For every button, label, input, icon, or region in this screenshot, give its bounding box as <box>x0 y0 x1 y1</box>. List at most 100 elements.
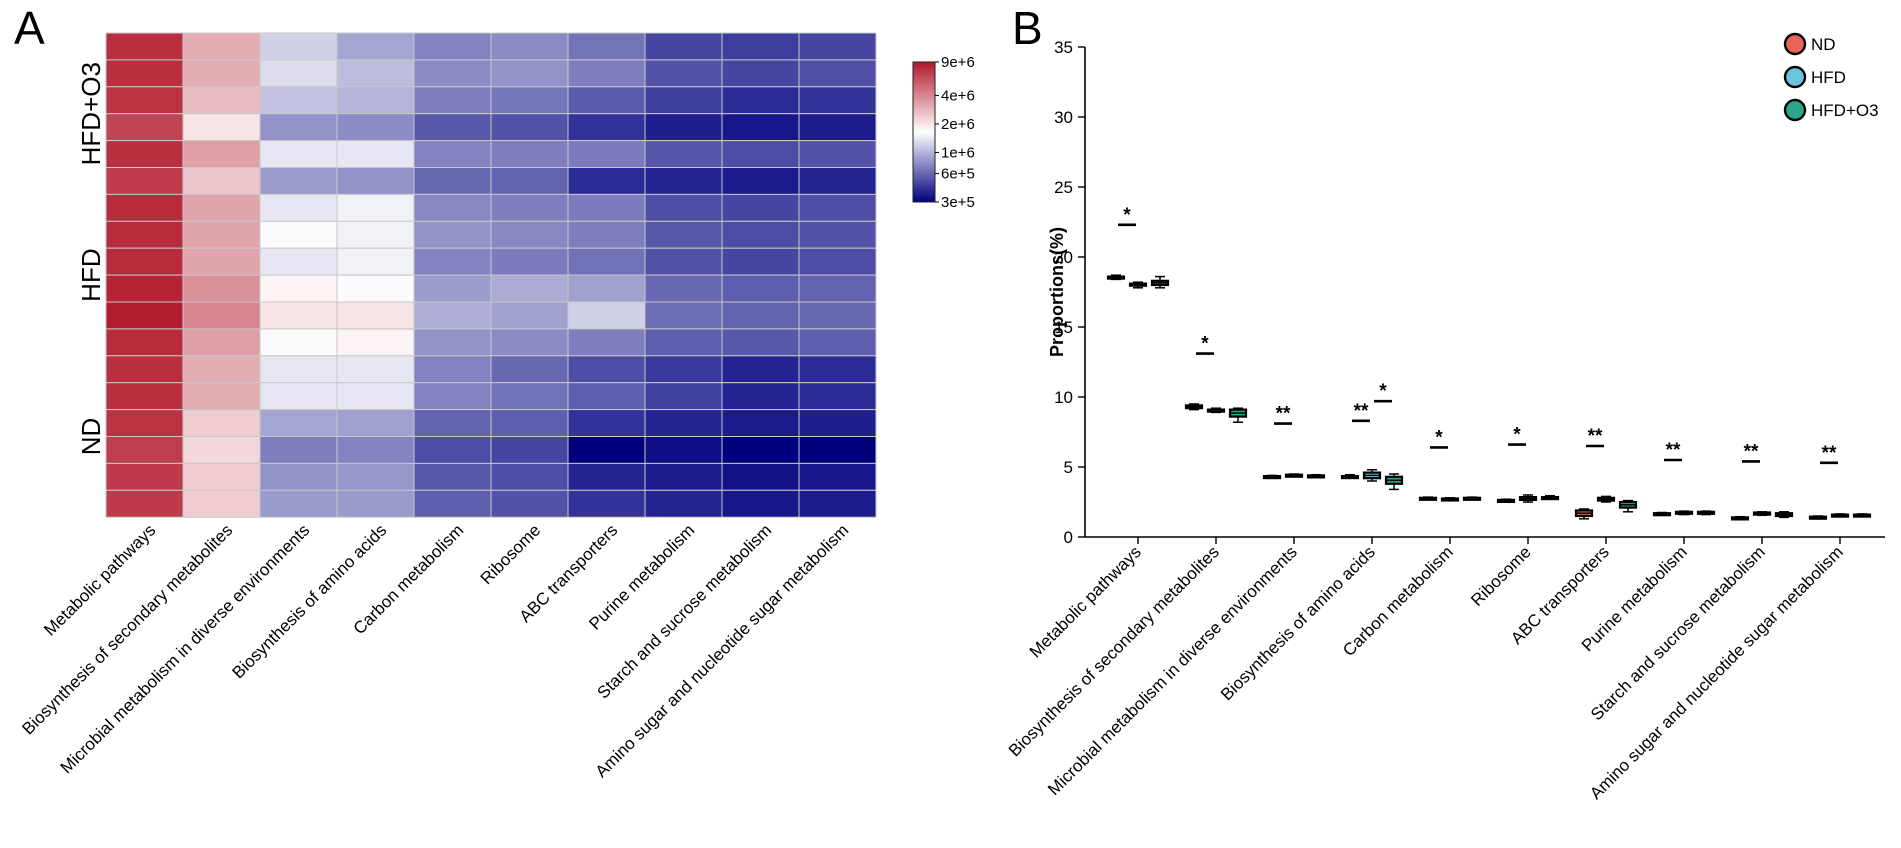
heatmap-cell <box>644 86 723 115</box>
boxplot-x-label: Biosynthesis of amino acids <box>1217 542 1379 704</box>
heatmap-cell <box>182 274 261 303</box>
y-tick-label: 25 <box>1054 178 1073 197</box>
y-tick-label: 20 <box>1054 248 1073 267</box>
heatmap-cell <box>567 274 646 303</box>
heatmap-cell <box>105 32 184 61</box>
heatmap-cell <box>490 436 569 464</box>
significance-marker: * <box>1435 427 1443 448</box>
heatmap-cell <box>413 220 492 249</box>
heatmap-cell <box>182 113 261 142</box>
heatmap-cell <box>721 301 800 330</box>
heatmap-cell <box>567 86 646 115</box>
heatmap-cell <box>259 193 338 222</box>
heatmap-cell <box>259 274 338 303</box>
heatmap-cell <box>644 355 723 384</box>
heatmap-cell <box>182 140 261 169</box>
heatmap-cell <box>490 328 569 357</box>
heatmap-cell <box>259 59 338 88</box>
heatmap-cell <box>182 247 261 276</box>
y-axis-title: Proportions(%) <box>1047 227 1067 357</box>
heatmap-cell <box>721 409 800 438</box>
heatmap-cell <box>336 436 415 464</box>
heatmap-cell <box>105 113 184 142</box>
heatmap-cell <box>336 409 415 438</box>
heatmap-cell <box>567 355 646 384</box>
heatmap-cell <box>105 247 184 276</box>
heatmap-cell <box>182 193 261 222</box>
heatmap-cell <box>567 382 646 411</box>
heatmap-cell <box>567 409 646 438</box>
heatmap-cell <box>721 32 800 61</box>
significance-marker: * <box>1123 205 1131 226</box>
heatmap-cell <box>490 489 569 518</box>
legend-label-hfd: HFD <box>1811 68 1846 87</box>
heatmap-cell <box>336 301 415 330</box>
heatmap-cell <box>798 355 877 384</box>
heatmap-cell <box>721 220 800 249</box>
heatmap-cell <box>182 436 261 464</box>
heatmap-cell <box>490 409 569 438</box>
heatmap-cell <box>182 59 261 88</box>
heatmap-x-label: Ribosome <box>477 521 545 589</box>
heatmap-cell <box>105 86 184 115</box>
heatmap-cell <box>490 462 569 491</box>
heatmap-cell <box>259 113 338 142</box>
heatmap-panel: A HFD+O3 HFD ND Metabolic pathwaysBiosynth… <box>14 2 975 781</box>
panel-label-a: A <box>14 2 45 54</box>
heatmap-cell <box>798 382 877 411</box>
heatmap-cell <box>182 409 261 438</box>
heatmap-cell <box>567 193 646 222</box>
heatmap-cell <box>413 86 492 115</box>
heatmap-cell <box>336 462 415 491</box>
heatmap-cell <box>259 355 338 384</box>
heatmap-cell <box>567 247 646 276</box>
heatmap-cell <box>721 113 800 142</box>
heatmap-cell <box>259 436 338 464</box>
legend-marker-nd <box>1783 32 1807 56</box>
y-tick-label: 5 <box>1064 458 1073 477</box>
group-label-hfd-o3: HFD+O3 <box>76 62 106 165</box>
heatmap-cell <box>259 489 338 518</box>
legend-marker-hfd-o3 <box>1783 98 1807 122</box>
colorbar-tick-label: 3e+5 <box>941 194 975 211</box>
heatmap-cell <box>721 355 800 384</box>
heatmap-cell <box>182 167 261 195</box>
heatmap-cell <box>721 247 800 276</box>
panel-label-b: B <box>1012 2 1043 54</box>
significance-marker: ** <box>1354 401 1369 422</box>
heatmap-cell <box>490 86 569 115</box>
heatmap-cell <box>336 86 415 115</box>
heatmap-cell <box>105 274 184 303</box>
heatmap-cell <box>413 193 492 222</box>
heatmap-cell <box>567 220 646 249</box>
heatmap-cell <box>798 86 877 115</box>
heatmap-cell <box>567 167 646 195</box>
heatmap-cell <box>490 274 569 303</box>
heatmap-cell <box>798 328 877 357</box>
heatmap-cell <box>644 220 723 249</box>
heatmap-cell <box>644 140 723 169</box>
heatmap-cell <box>259 301 338 330</box>
colorbar-tick-label: 2e+6 <box>941 116 975 133</box>
heatmap-cell <box>490 220 569 249</box>
heatmap-cell <box>413 140 492 169</box>
legend: ND HFD HFD+O3 <box>1783 32 1879 122</box>
heatmap-cell <box>182 328 261 357</box>
boxplot-boxes <box>1106 274 1872 521</box>
heatmap-cell <box>798 32 877 61</box>
heatmap-cell <box>336 355 415 384</box>
heatmap-cell <box>336 113 415 142</box>
boxplot-axes: 0 5 10 15 20 25 30 35 <box>1054 38 1885 547</box>
colorbar-tick-label: 1e+6 <box>941 144 975 161</box>
heatmap-cells <box>105 32 877 518</box>
significance-annotations: **** **** * **** ** ** <box>1118 205 1838 465</box>
heatmap-cell <box>721 328 800 357</box>
y-tick-label: 15 <box>1054 318 1073 337</box>
heatmap-cell <box>105 409 184 438</box>
heatmap-cell <box>798 140 877 169</box>
heatmap-cell <box>413 274 492 303</box>
boxplot-x-label: Ribosome <box>1467 542 1535 610</box>
heatmap-cell <box>182 220 261 249</box>
heatmap-x-label: Biosynthesis of amino acids <box>229 521 391 683</box>
